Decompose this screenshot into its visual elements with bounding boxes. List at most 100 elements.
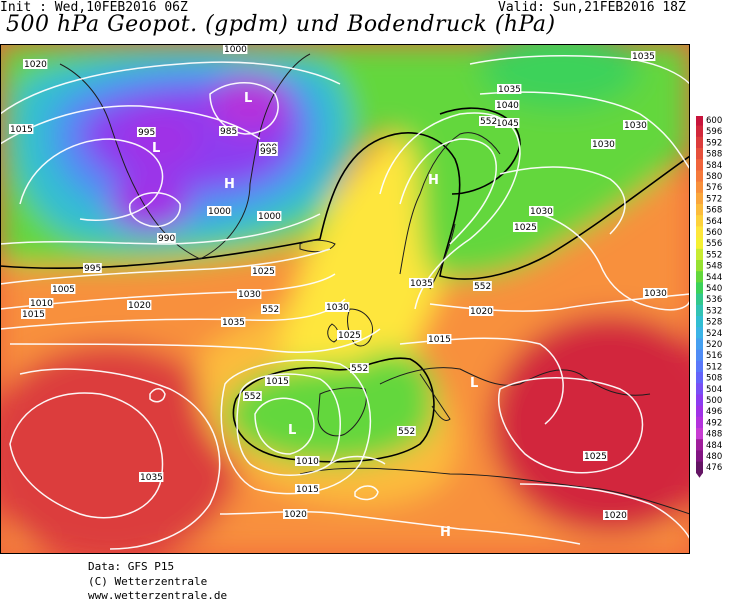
label-box — [479, 116, 498, 126]
legend-value: 524 — [706, 329, 722, 339]
legend-swatch — [696, 159, 703, 171]
isobar-label: 1025 — [584, 452, 607, 462]
legend-swatch — [696, 428, 703, 440]
low-pressure-marker: L — [470, 376, 478, 391]
isobar-15 — [499, 166, 626, 235]
isobar-label: 1045 — [496, 119, 519, 129]
isobar-label: 1025 — [514, 223, 537, 233]
isobar-4 — [209, 82, 279, 135]
legend-value: 496 — [706, 407, 722, 417]
isobar-label: 1030 — [592, 140, 615, 150]
label-box — [495, 100, 520, 110]
legend-swatch — [696, 181, 703, 194]
legend-swatch — [696, 327, 703, 339]
legend-value: 552 — [706, 250, 722, 260]
isobar-label: 1000 — [224, 45, 247, 55]
isobar-label: 1015 — [266, 377, 289, 387]
isobar-3 — [19, 138, 164, 221]
legend-value: 520 — [706, 340, 722, 350]
label-box — [497, 84, 522, 94]
label-box — [623, 120, 648, 130]
contour-552-north — [0, 132, 690, 280]
isobar-label: 1020 — [24, 60, 47, 70]
legend-swatch — [696, 260, 703, 272]
legend-swatch — [696, 416, 703, 429]
legend-swatch — [696, 282, 703, 295]
legend-swatch — [696, 204, 703, 216]
legend-arrow-down — [696, 472, 703, 478]
isobar-label: 1020 — [128, 301, 151, 311]
legend-value: 560 — [706, 228, 722, 238]
pressure-centers: L L H H L L H — [152, 91, 478, 540]
coast-iberia — [317, 387, 367, 437]
isobar-label: 1010 — [30, 299, 53, 309]
label-box — [223, 44, 248, 54]
label-box — [495, 118, 520, 128]
legend-swatch — [696, 271, 703, 283]
label-box — [473, 281, 492, 291]
label-box — [397, 426, 416, 436]
init-time: Init : Wed,10FEB2016 06Z — [0, 0, 188, 15]
isobar-label: 1020 — [284, 510, 307, 520]
geopotential-label: 552 — [480, 117, 497, 127]
label-box — [259, 146, 278, 156]
label-box — [591, 139, 616, 149]
isobar-13 — [469, 54, 690, 85]
geopotential-label: 552 — [398, 427, 415, 437]
coast-europe-south — [379, 367, 651, 396]
legend-swatch — [696, 316, 703, 328]
legend-swatch — [696, 383, 703, 395]
legend-value: 540 — [706, 284, 722, 294]
legend-swatch — [696, 405, 703, 418]
label-box — [83, 263, 102, 273]
isobar-label: 1015 — [296, 485, 319, 495]
isobar-label: 1020 — [604, 511, 627, 521]
isobar-8 — [0, 273, 336, 310]
label-box — [337, 330, 362, 340]
legend-swatch — [696, 215, 703, 227]
legend-value: 500 — [706, 396, 722, 406]
legend-value: 512 — [706, 362, 722, 372]
isobar-label: 995 — [84, 264, 101, 274]
red-zone-se — [490, 314, 690, 534]
legend-swatch — [696, 450, 703, 463]
isobar-label: 990 — [158, 234, 175, 244]
isobar-label: 1030 — [644, 289, 667, 299]
legend-value: 564 — [706, 217, 722, 227]
label-box — [583, 451, 608, 461]
isobar-22 — [254, 397, 315, 455]
legend-value: 556 — [706, 239, 722, 249]
label-box — [529, 206, 554, 216]
label-box — [207, 206, 232, 216]
legend-swatch — [696, 304, 703, 317]
isobar-16 — [539, 213, 690, 311]
legend-swatch — [696, 192, 703, 205]
legend-value: 492 — [706, 418, 722, 428]
copyright: (C) Wetterzentrale — [88, 575, 208, 588]
legend-value: 484 — [706, 441, 722, 451]
legend-swatch — [696, 148, 703, 160]
isobar-label: 1035 — [632, 52, 655, 62]
isobar-21 — [149, 388, 166, 403]
isobar-27 — [519, 483, 690, 540]
label-box — [51, 284, 76, 294]
coast-italy — [419, 373, 451, 421]
isobar-label: 1035 — [410, 279, 433, 289]
isobar-label: 1030 — [326, 303, 349, 313]
legend-value: 596 — [706, 127, 722, 137]
low-pressure-marker: L — [288, 423, 296, 438]
label-box — [265, 376, 290, 386]
isobar-label: 1030 — [624, 121, 647, 131]
isobar-2 — [0, 105, 261, 145]
label-box — [9, 124, 34, 134]
label-box — [127, 300, 152, 310]
legend-value: 588 — [706, 150, 722, 160]
isobar-29 — [329, 455, 386, 465]
isobar-5 — [128, 192, 181, 228]
label-box — [283, 509, 308, 519]
legend-swatch — [696, 372, 703, 384]
valid-time: Valid: Sun,21FEB2016 18Z — [498, 0, 686, 15]
isobar-20 — [9, 392, 164, 519]
legend-value: 572 — [706, 194, 722, 204]
website-link[interactable]: www.wetterzentrale.de — [88, 589, 228, 602]
